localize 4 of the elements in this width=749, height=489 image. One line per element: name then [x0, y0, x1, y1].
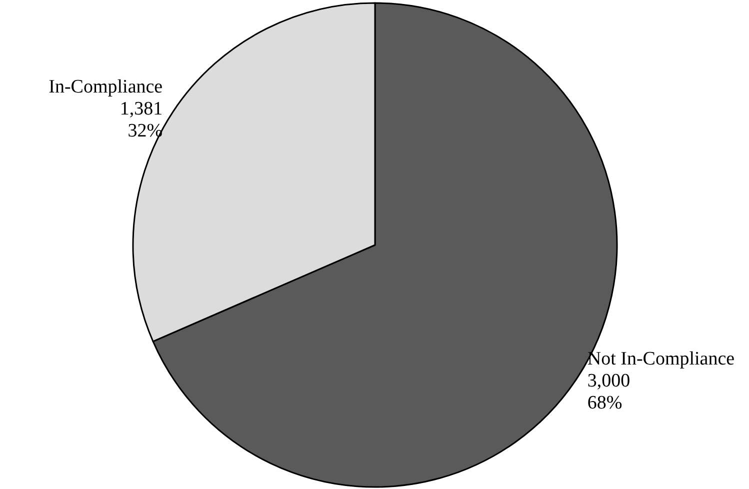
data-label: 3,000 68%: [587, 370, 630, 414]
slice-label: Not In-Compliance: [587, 348, 735, 370]
slice-label: In-Compliance: [48, 76, 163, 98]
data-label: 1,381 32%: [120, 98, 163, 142]
